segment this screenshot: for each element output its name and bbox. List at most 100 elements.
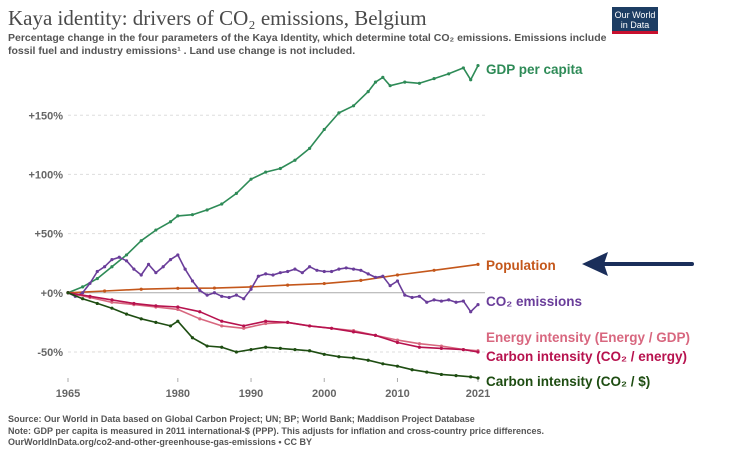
data-point	[139, 287, 143, 291]
series-label: Energy intensity (Energy / GDP)	[486, 330, 690, 345]
data-point	[271, 273, 275, 277]
data-point	[176, 305, 180, 309]
data-point	[227, 295, 231, 300]
chart-subtitle: Percentage change in the four parameters…	[8, 32, 607, 57]
footer: Source: Our World in Data based on Globa…	[8, 414, 544, 449]
data-point	[461, 347, 465, 352]
data-point	[220, 319, 224, 323]
data-point	[439, 346, 443, 351]
data-point	[410, 368, 414, 372]
data-point	[329, 326, 334, 330]
data-point	[220, 202, 224, 206]
data-point	[264, 272, 268, 276]
data-point	[300, 271, 304, 275]
data-point	[103, 289, 107, 293]
data-point	[337, 355, 341, 359]
data-point	[139, 239, 143, 243]
data-point	[403, 293, 407, 297]
data-point	[322, 127, 326, 132]
data-point	[242, 324, 246, 328]
data-point	[417, 81, 422, 85]
data-point	[110, 298, 114, 302]
data-point	[293, 267, 297, 271]
data-point	[198, 317, 202, 321]
data-point	[476, 262, 480, 266]
data-point	[337, 111, 341, 115]
data-point	[264, 319, 268, 323]
footer-source: Source: Our World in Data based on Globa…	[8, 414, 475, 424]
grid-layer: -50% +0% +50% +100% +150% 1965 1980 1990 2000 201…	[28, 110, 490, 400]
series-label: Population	[486, 258, 556, 273]
data-point	[439, 299, 443, 303]
data-point	[139, 273, 143, 277]
data-point	[220, 324, 224, 328]
data-point	[373, 80, 378, 84]
data-point	[403, 80, 407, 84]
annotation-arrow-head	[582, 252, 608, 276]
data-point	[359, 278, 363, 282]
data-point	[88, 281, 92, 285]
data-point	[278, 346, 282, 351]
data-point	[425, 370, 429, 374]
data-point	[176, 253, 180, 257]
data-point	[351, 104, 356, 108]
data-point	[476, 303, 480, 307]
data-point	[124, 253, 129, 257]
data-point	[395, 279, 400, 283]
data-point	[308, 349, 312, 353]
data-point	[337, 267, 341, 271]
owid-logo[interactable]: Our World in Data	[612, 7, 658, 34]
data-point	[264, 321, 268, 326]
footer-note: Note: GDP per capita is measured in 2011…	[8, 425, 544, 436]
data-point	[417, 345, 422, 349]
data-point	[205, 344, 209, 348]
data-point	[366, 272, 370, 276]
data-point	[110, 265, 114, 269]
series-line	[67, 292, 479, 352]
data-point	[168, 324, 173, 328]
data-point	[476, 376, 480, 380]
series-line	[67, 65, 479, 294]
data-point	[286, 320, 290, 324]
data-point	[293, 347, 297, 352]
data-point	[220, 345, 224, 349]
data-point	[154, 304, 158, 308]
data-point	[425, 300, 429, 304]
data-point	[154, 271, 158, 275]
data-point	[308, 146, 312, 150]
y-tick-label: +150%	[28, 110, 63, 122]
data-point	[322, 269, 326, 274]
x-tick-label: 1990	[239, 388, 263, 400]
data-point	[198, 310, 202, 314]
data-point	[388, 84, 392, 88]
x-tick-label: 2010	[385, 388, 409, 400]
data-point	[417, 294, 422, 298]
footer-link[interactable]: OurWorldInData.org/co2-and-other-greenho…	[8, 437, 313, 447]
data-point	[373, 333, 378, 337]
data-point	[242, 326, 246, 330]
x-tick-label: 1980	[166, 388, 190, 400]
data-point	[461, 299, 465, 303]
data-point	[88, 294, 92, 298]
series-layer	[66, 63, 480, 380]
data-point	[176, 307, 180, 311]
data-point	[439, 344, 443, 348]
data-point	[139, 317, 143, 321]
data-point	[212, 286, 217, 290]
data-point	[395, 364, 400, 368]
x-tick-label: 2000	[312, 388, 336, 400]
series-label: CO₂ emissions	[486, 294, 582, 309]
data-point	[249, 287, 253, 291]
data-point	[476, 350, 480, 354]
data-point	[432, 298, 436, 302]
data-point	[146, 262, 151, 266]
data-point	[447, 72, 451, 76]
data-point	[81, 291, 85, 295]
data-point	[366, 358, 370, 362]
data-point	[461, 66, 465, 70]
data-point	[315, 268, 319, 272]
data-point	[205, 293, 209, 297]
data-point	[110, 300, 114, 304]
data-point	[132, 267, 136, 271]
